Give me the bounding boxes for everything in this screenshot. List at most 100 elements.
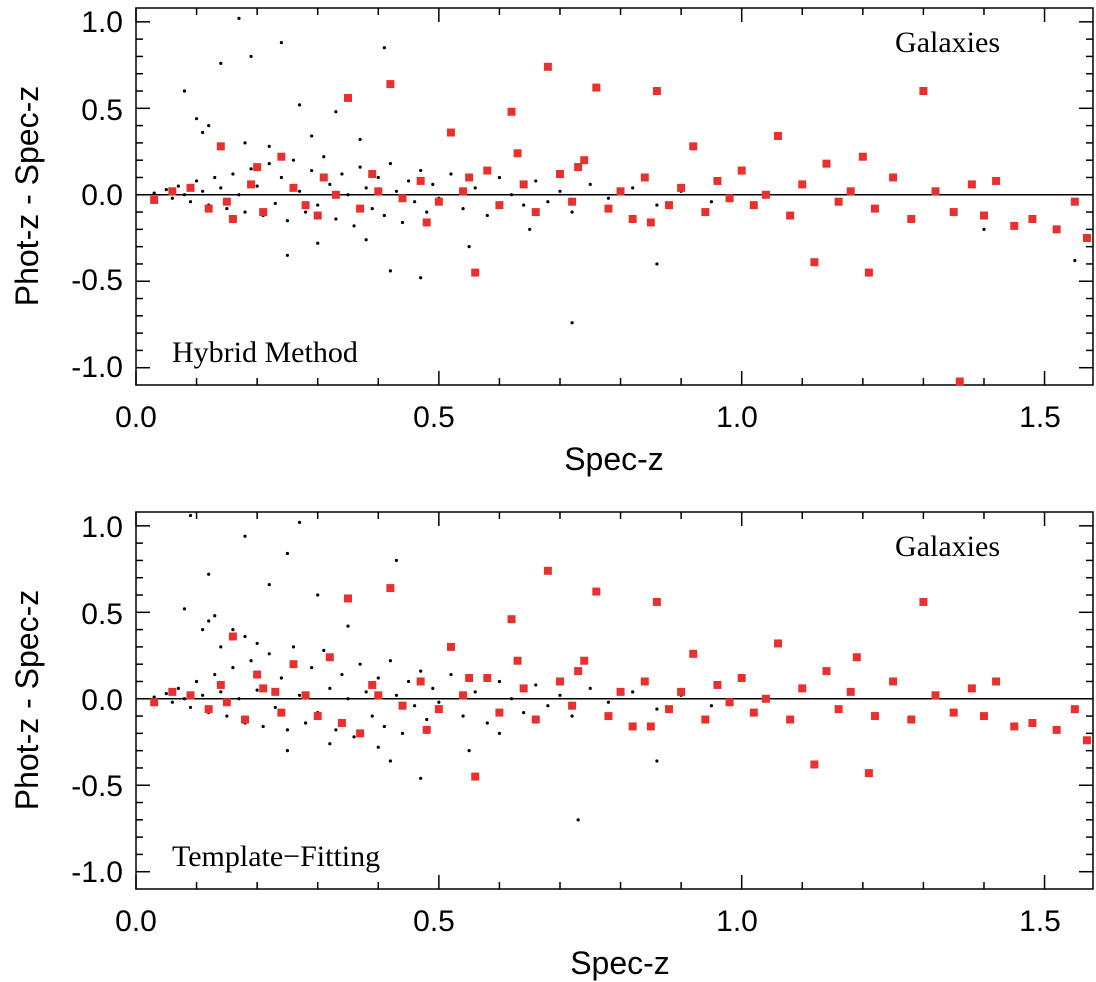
galaxy-point: [219, 690, 223, 694]
highlighted-point: [992, 176, 1001, 185]
highlighted-point: [495, 201, 504, 210]
galaxy-point: [334, 217, 338, 221]
highlighted-point: [1010, 722, 1019, 731]
highlighted-point: [652, 597, 661, 606]
highlighted-point: [907, 214, 916, 223]
galaxy-point: [461, 207, 465, 211]
highlighted-point: [204, 204, 213, 213]
galaxy-point: [473, 690, 477, 694]
highlighted-point: [531, 208, 540, 217]
galaxy-point: [255, 688, 259, 692]
galaxy-point: [528, 227, 532, 231]
annotation-galaxies: Galaxies: [895, 530, 1000, 563]
galaxy-point: [279, 676, 283, 680]
highlighted-point: [967, 684, 976, 693]
highlighted-point: [646, 218, 655, 227]
galaxy-point: [182, 697, 187, 701]
highlighted-point: [725, 194, 734, 203]
y-tick-label: -0.5: [71, 770, 123, 803]
y-tick-label: 1.0: [81, 511, 123, 544]
highlighted-point: [555, 170, 564, 179]
highlighted-point: [652, 87, 661, 96]
highlighted-point: [289, 660, 298, 669]
highlighted-point: [749, 201, 758, 210]
galaxy-point: [322, 648, 326, 652]
highlighted-point: [513, 149, 522, 158]
highlighted-point: [834, 197, 843, 206]
highlighted-point: [386, 80, 395, 89]
galaxy-point: [606, 700, 611, 704]
highlighted-point: [356, 204, 365, 213]
galaxy-point: [352, 735, 356, 739]
galaxy-point: [522, 711, 526, 715]
galaxy-point: [219, 61, 223, 65]
highlighted-point: [665, 705, 674, 714]
galaxy-point: [182, 607, 187, 611]
galaxy-point: [194, 117, 199, 121]
galaxy-point: [219, 186, 223, 190]
highlighted-point: [677, 183, 686, 192]
galaxy-point: [340, 672, 344, 677]
galaxy-point: [249, 659, 253, 663]
highlighted-point: [889, 677, 898, 686]
galaxy-point: [316, 593, 320, 597]
galaxy-point: [194, 179, 199, 183]
galaxy-point: [449, 672, 453, 677]
x-tick-label: 0.5: [413, 401, 455, 434]
galaxy-point: [400, 220, 405, 225]
annotation-method: Template−Fitting: [172, 840, 380, 873]
galaxy-point: [364, 238, 368, 242]
galaxy-point: [534, 683, 538, 687]
x-axis-title: Spec-z: [564, 441, 664, 477]
galaxy-point: [449, 172, 453, 176]
y-tick-label: 0.5: [81, 598, 123, 631]
galaxy-point: [316, 241, 320, 245]
galaxy-point: [255, 184, 259, 188]
highlighted-point: [580, 156, 589, 165]
galaxy-point: [194, 679, 199, 684]
highlighted-point: [889, 173, 898, 182]
x-tick-label: 1.5: [1019, 401, 1061, 434]
galaxy-point: [461, 714, 465, 718]
highlighted-point: [446, 642, 455, 651]
highlighted-point: [465, 674, 474, 683]
highlighted-point: [725, 698, 734, 707]
galaxy-point: [388, 759, 392, 763]
highlighted-point: [253, 670, 262, 679]
galaxy-point: [394, 189, 399, 193]
galaxy-point: [570, 714, 574, 718]
highlighted-point: [168, 687, 177, 696]
galaxy-point: [376, 676, 380, 680]
galaxy-point: [201, 130, 205, 135]
highlighted-point: [459, 691, 468, 700]
highlighted-point: [665, 201, 674, 210]
galaxy-point: [437, 700, 441, 704]
galaxy-point: [413, 704, 417, 708]
highlighted-point: [216, 680, 225, 689]
y-tick-label: 0.0: [81, 179, 123, 212]
highlighted-point: [798, 684, 807, 693]
highlighted-point: [325, 653, 334, 662]
galaxy-point: [509, 193, 514, 197]
plot-frame: [135, 7, 1094, 386]
galaxy-point: [176, 686, 180, 690]
galaxy-point: [279, 40, 283, 45]
galaxy-point: [419, 776, 423, 780]
galaxy-point: [358, 662, 362, 666]
highlighted-point: [1070, 705, 1079, 714]
highlighted-point: [907, 715, 916, 724]
galaxy-point: [473, 186, 477, 190]
galaxy-point: [297, 693, 302, 697]
galaxy-point: [364, 186, 368, 190]
highlighted-point: [247, 180, 256, 189]
y-tick-label: -0.5: [71, 264, 123, 297]
galaxy-point: [201, 627, 205, 632]
highlighted-point: [919, 87, 928, 96]
galaxy-point: [297, 103, 302, 107]
highlighted-point: [422, 725, 431, 734]
galaxy-point: [243, 634, 247, 639]
highlighted-point: [374, 187, 383, 196]
highlighted-point: [689, 649, 698, 658]
galaxy-point: [346, 624, 350, 628]
